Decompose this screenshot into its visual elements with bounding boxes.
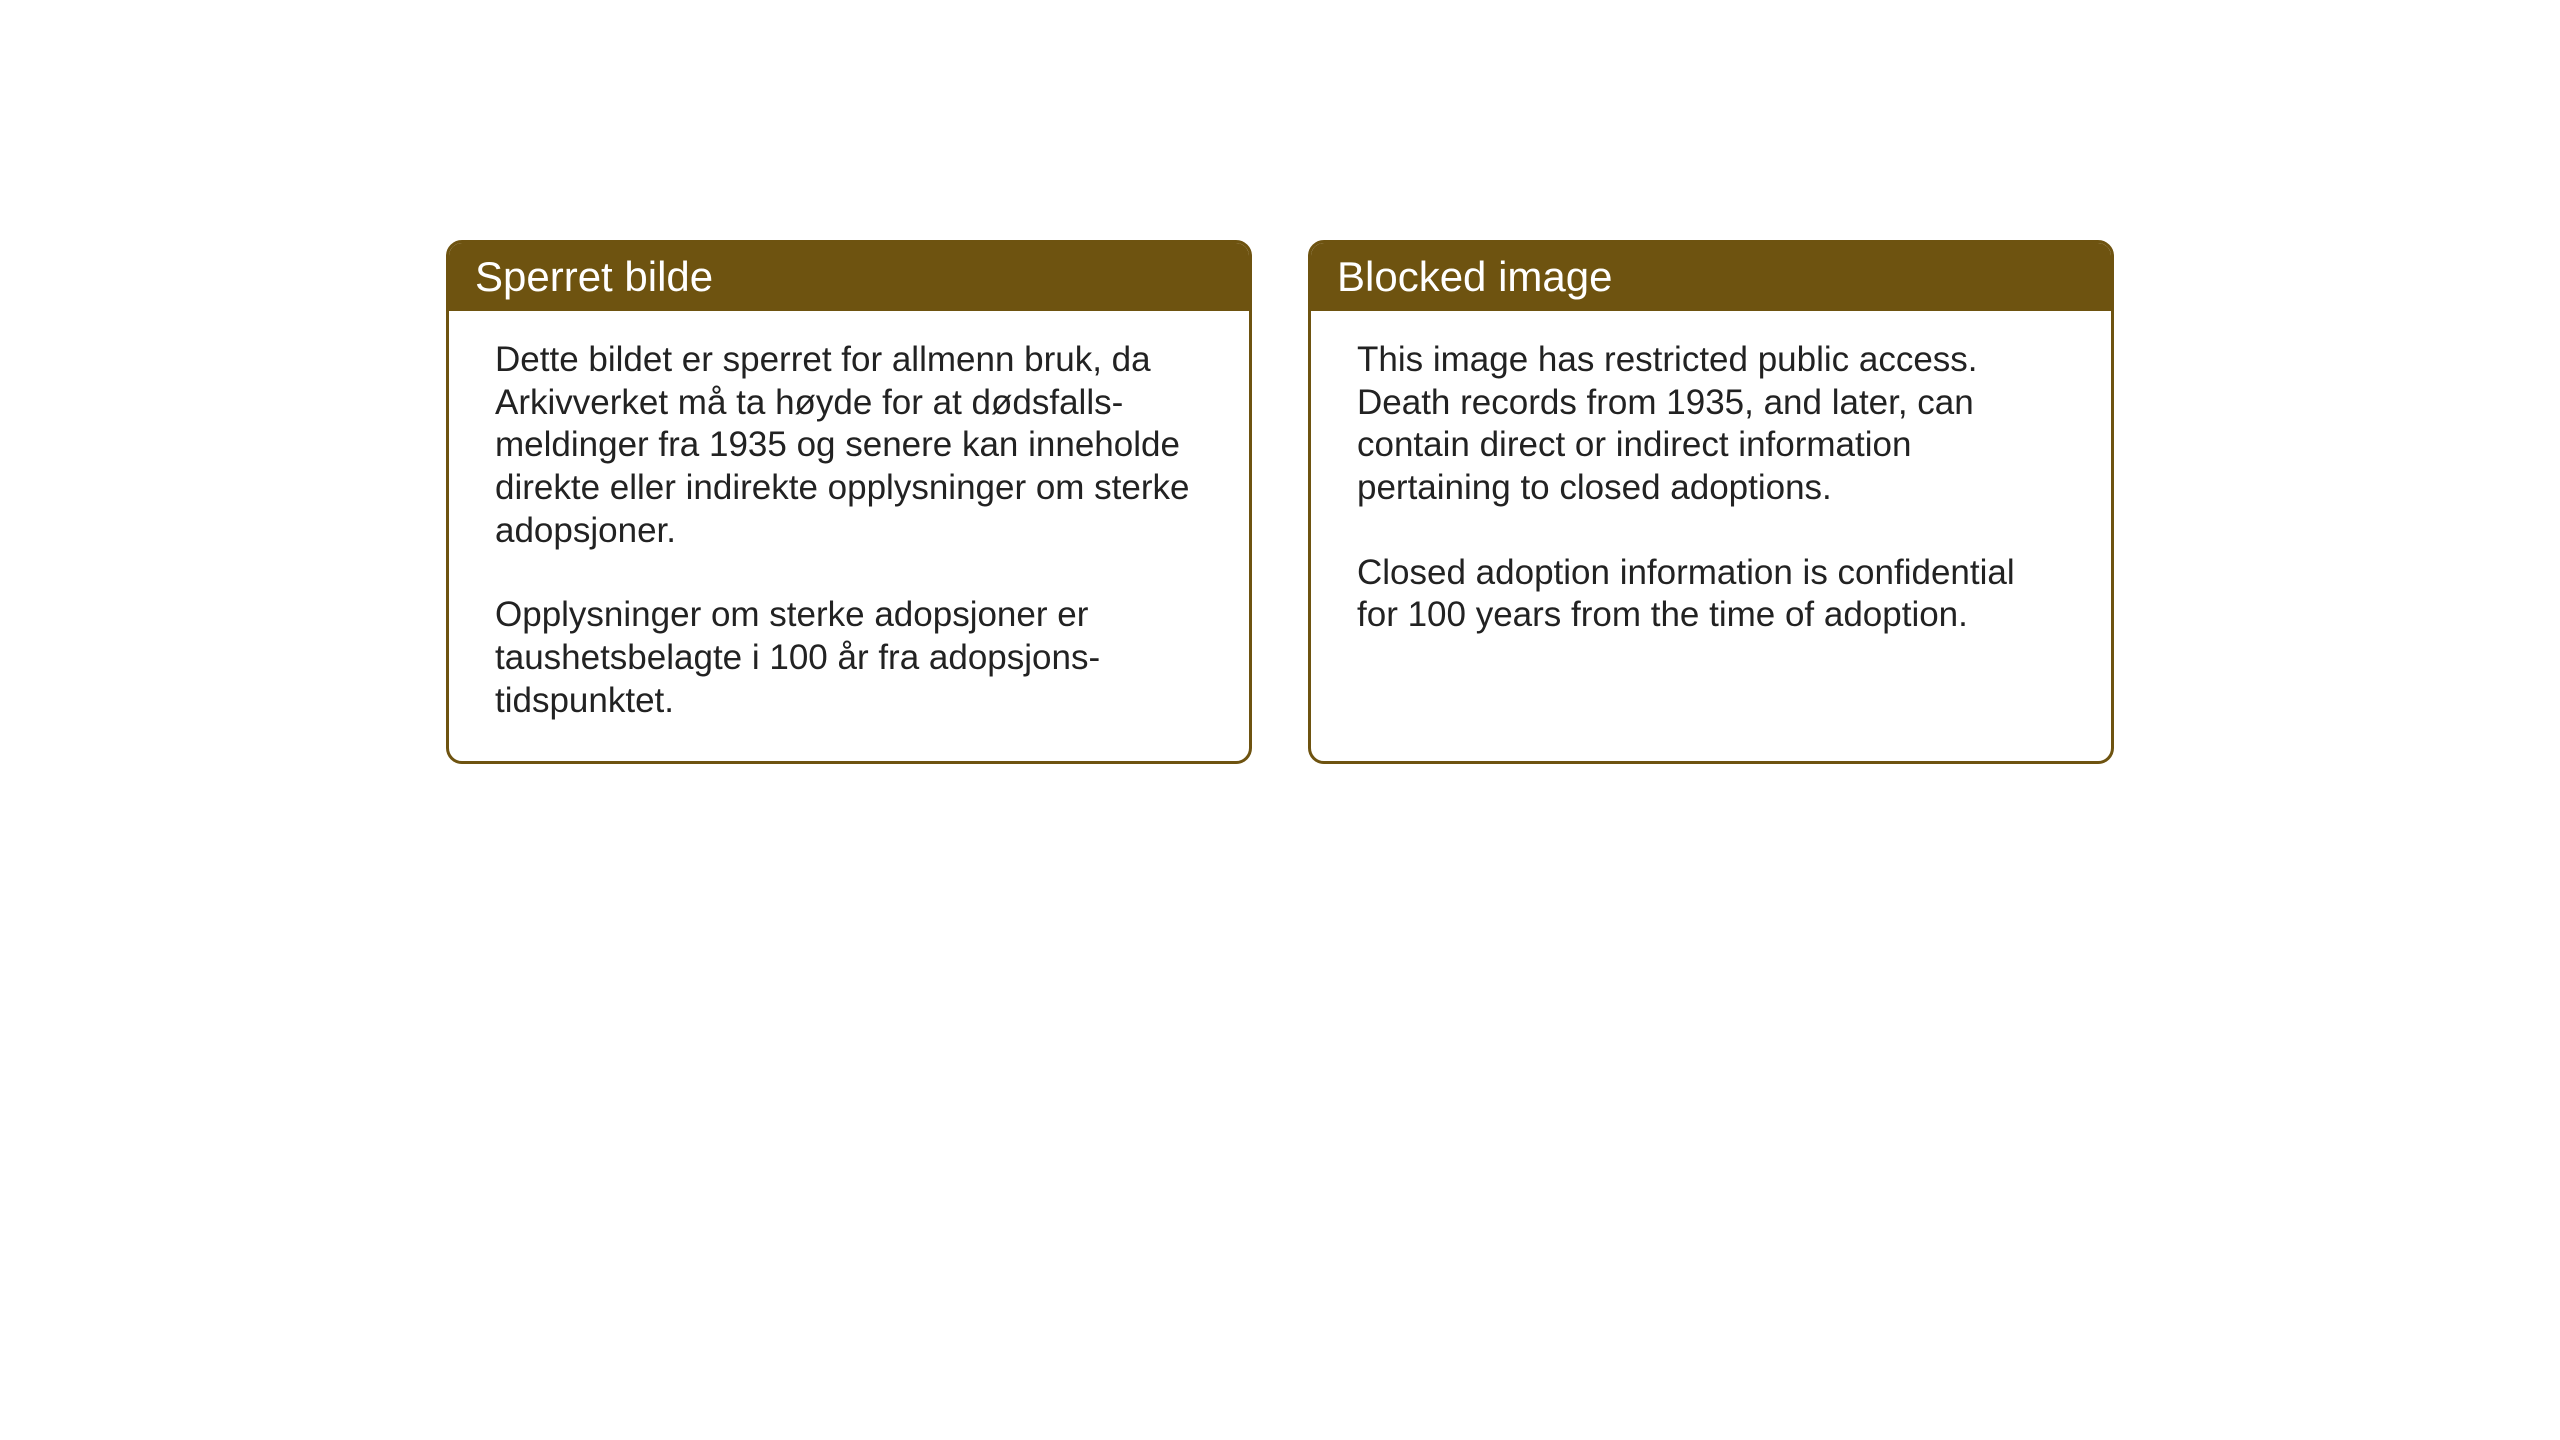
norwegian-card-title: Sperret bilde [449, 243, 1249, 311]
english-notice-card: Blocked image This image has restricted … [1308, 240, 2114, 764]
english-paragraph-1: This image has restricted public access.… [1357, 339, 2065, 510]
english-card-body: This image has restricted public access.… [1311, 311, 2111, 675]
norwegian-paragraph-1: Dette bildet er sperret for allmenn bruk… [495, 339, 1203, 552]
notice-container: Sperret bilde Dette bildet er sperret fo… [446, 240, 2114, 764]
norwegian-notice-card: Sperret bilde Dette bildet er sperret fo… [446, 240, 1252, 764]
norwegian-paragraph-2: Opplysninger om sterke adopsjoner er tau… [495, 594, 1203, 722]
norwegian-card-body: Dette bildet er sperret for allmenn bruk… [449, 311, 1249, 761]
english-card-title: Blocked image [1311, 243, 2111, 311]
english-paragraph-2: Closed adoption information is confident… [1357, 552, 2065, 637]
